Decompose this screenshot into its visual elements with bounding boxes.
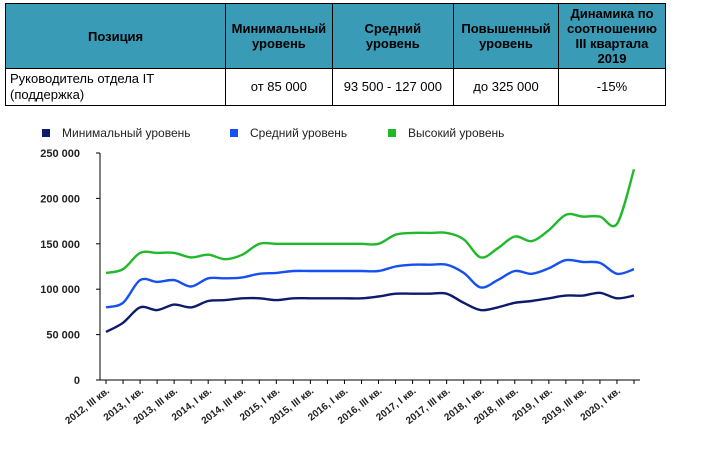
chart-series-lines (105, 168, 636, 333)
y-tick-label: 150 000 (40, 239, 80, 251)
legend-swatch (230, 129, 238, 137)
legend-label: Высокий уровень (408, 126, 504, 140)
legend-swatch (42, 129, 50, 137)
y-axis: 0 50 000 100 000 150 000 200 000 250 000 (40, 148, 101, 387)
cell-dynamics: -15% (557, 68, 667, 106)
salary-table: Позиция Минимальный уровень Средний уров… (4, 3, 667, 106)
header-dynamics: Динамика по соотношению III квартала 201… (557, 3, 667, 69)
x-tick-label: 2012, III кв. (63, 386, 112, 427)
header-min-level: Минимальный уровень (225, 3, 333, 69)
cell-mid-level: 93 500 - 127 000 (331, 68, 455, 106)
y-tick-label: 200 000 (40, 193, 80, 205)
y-tick-label: 100 000 (40, 284, 80, 296)
salary-line-chart: Минимальный уровень Средний уровень Высоки… (40, 126, 640, 427)
y-tick-label: 50 000 (46, 330, 80, 342)
y-tick-label: 0 (74, 375, 80, 387)
cell-high-level: до 325 000 (453, 68, 559, 106)
series-line (105, 168, 636, 275)
chart-legend: Минимальный уровень Средний уровень Высоки… (42, 126, 504, 140)
series-line (105, 291, 635, 333)
header-mid-level: Средний уровень (331, 3, 455, 69)
series-line (105, 258, 635, 309)
x-axis: 2012, III кв.2013, I кв.2013, III кв.201… (63, 379, 640, 427)
cell-min-level: от 85 000 (225, 68, 333, 106)
table-row: Руководитель отдела IT (поддержка) от 85… (4, 68, 667, 106)
legend-swatch (388, 129, 396, 137)
header-high-level: Повышенный уровень (453, 3, 559, 69)
table-header-row: Позиция Минимальный уровень Средний уров… (4, 3, 667, 69)
legend-label: Минимальный уровень (62, 126, 191, 140)
header-position: Позиция (4, 3, 227, 69)
cell-position: Руководитель отдела IT (поддержка) (4, 68, 227, 106)
y-tick-label: 250 000 (40, 148, 80, 160)
legend-label: Средний уровень (250, 126, 347, 140)
